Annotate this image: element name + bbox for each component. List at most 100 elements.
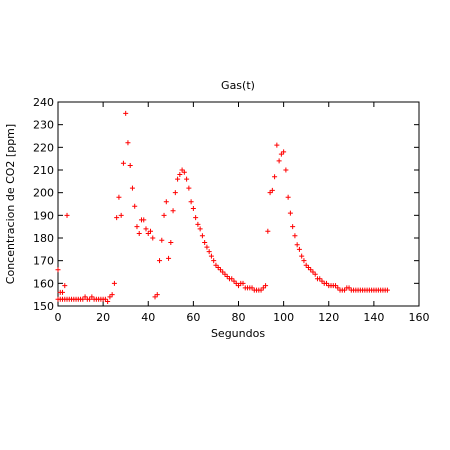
data-point: [102, 296, 108, 302]
x-tick-label: 0: [55, 311, 62, 324]
data-point: [109, 292, 115, 298]
data-point: [118, 212, 124, 218]
data-point: [161, 212, 167, 218]
data-point: [276, 158, 282, 164]
data-point: [120, 160, 126, 166]
data-point: [269, 187, 275, 193]
data-point: [197, 226, 203, 232]
data-point: [305, 264, 311, 270]
data-point: [148, 228, 154, 234]
data-point: [224, 274, 230, 280]
x-tick-label: 80: [232, 311, 246, 324]
y-tick-label: 240: [33, 96, 54, 109]
data-point: [136, 230, 142, 236]
x-tick-label: 20: [96, 311, 110, 324]
data-point: [175, 176, 181, 182]
y-tick-label: 180: [33, 232, 54, 245]
data-point: [159, 237, 165, 243]
data-point: [335, 285, 341, 291]
data-point: [87, 296, 93, 302]
data-point: [204, 244, 210, 250]
data-point: [186, 185, 192, 191]
x-axis-label: Segundos: [211, 327, 265, 340]
data-point: [231, 278, 237, 284]
data-point: [215, 264, 221, 270]
data-point: [260, 285, 266, 291]
data-point: [294, 242, 300, 248]
data-point: [172, 190, 178, 196]
x-tick-label: 100: [273, 311, 294, 324]
y-tick-label: 190: [33, 209, 54, 222]
data-point: [290, 224, 296, 230]
data-point: [116, 194, 122, 200]
data-point: [199, 233, 205, 239]
data-point: [127, 162, 133, 168]
data-point: [64, 212, 70, 218]
data-point: [222, 271, 228, 277]
data-point: [323, 280, 329, 286]
data-point: [129, 185, 135, 191]
data-point: [263, 283, 269, 289]
y-tick-label: 170: [33, 255, 54, 268]
data-point: [301, 258, 307, 264]
data-point: [299, 253, 305, 259]
data-point: [249, 285, 255, 291]
data-point: [342, 287, 348, 293]
data-point: [346, 285, 352, 291]
data-point: [111, 280, 117, 286]
data-point: [123, 110, 129, 116]
data-point: [213, 262, 219, 268]
y-tick-label: 230: [33, 119, 54, 132]
data-point: [62, 283, 68, 289]
data-point: [125, 140, 131, 146]
data-point: [163, 199, 169, 205]
data-point: [114, 215, 120, 221]
data-point: [168, 240, 174, 246]
data-point: [274, 142, 280, 148]
data-point: [229, 276, 235, 282]
data-point: [82, 294, 88, 300]
data-point: [179, 167, 185, 173]
data-point: [177, 172, 183, 178]
data-point: [285, 194, 291, 200]
data-point: [303, 262, 309, 268]
data-point: [267, 190, 273, 196]
axis-tick-labels: 0 20 40 60 80 100 120 140 160 150 160 170 180 190 200 2…: [33, 96, 430, 324]
plot-frame: [57, 101, 420, 307]
data-point: [80, 296, 86, 302]
data-point: [265, 228, 271, 234]
data-point: [134, 224, 140, 230]
x-tick-label: 120: [318, 311, 339, 324]
y-tick-label: 160: [33, 277, 54, 290]
data-point: [240, 280, 246, 286]
data-point: [188, 199, 194, 205]
data-point: [55, 267, 61, 273]
data-point: [190, 206, 196, 212]
x-tick-label: 40: [141, 311, 155, 324]
data-point: [143, 226, 149, 232]
axis-ticks: [57, 101, 420, 307]
data-points: [55, 110, 390, 304]
data-point: [206, 249, 212, 255]
data-point: [308, 267, 314, 273]
data-point: [166, 255, 172, 261]
data-point: [333, 283, 339, 289]
data-point: [184, 176, 190, 182]
data-point: [220, 269, 226, 275]
data-point: [195, 221, 201, 227]
data-point: [89, 294, 95, 300]
data-point: [384, 287, 390, 293]
data-point: [154, 292, 160, 298]
data-point: [107, 294, 113, 300]
chart-title: Gas(t): [221, 79, 255, 92]
data-point: [150, 235, 156, 241]
y-axis-label: Concentracion de CO2 [ppm]: [4, 124, 17, 284]
data-point: [141, 217, 147, 223]
x-tick-label: 160: [409, 311, 430, 324]
data-point: [319, 278, 325, 284]
data-point: [292, 233, 298, 239]
y-tick-label: 220: [33, 141, 54, 154]
data-point: [211, 258, 217, 264]
data-point: [152, 294, 158, 300]
